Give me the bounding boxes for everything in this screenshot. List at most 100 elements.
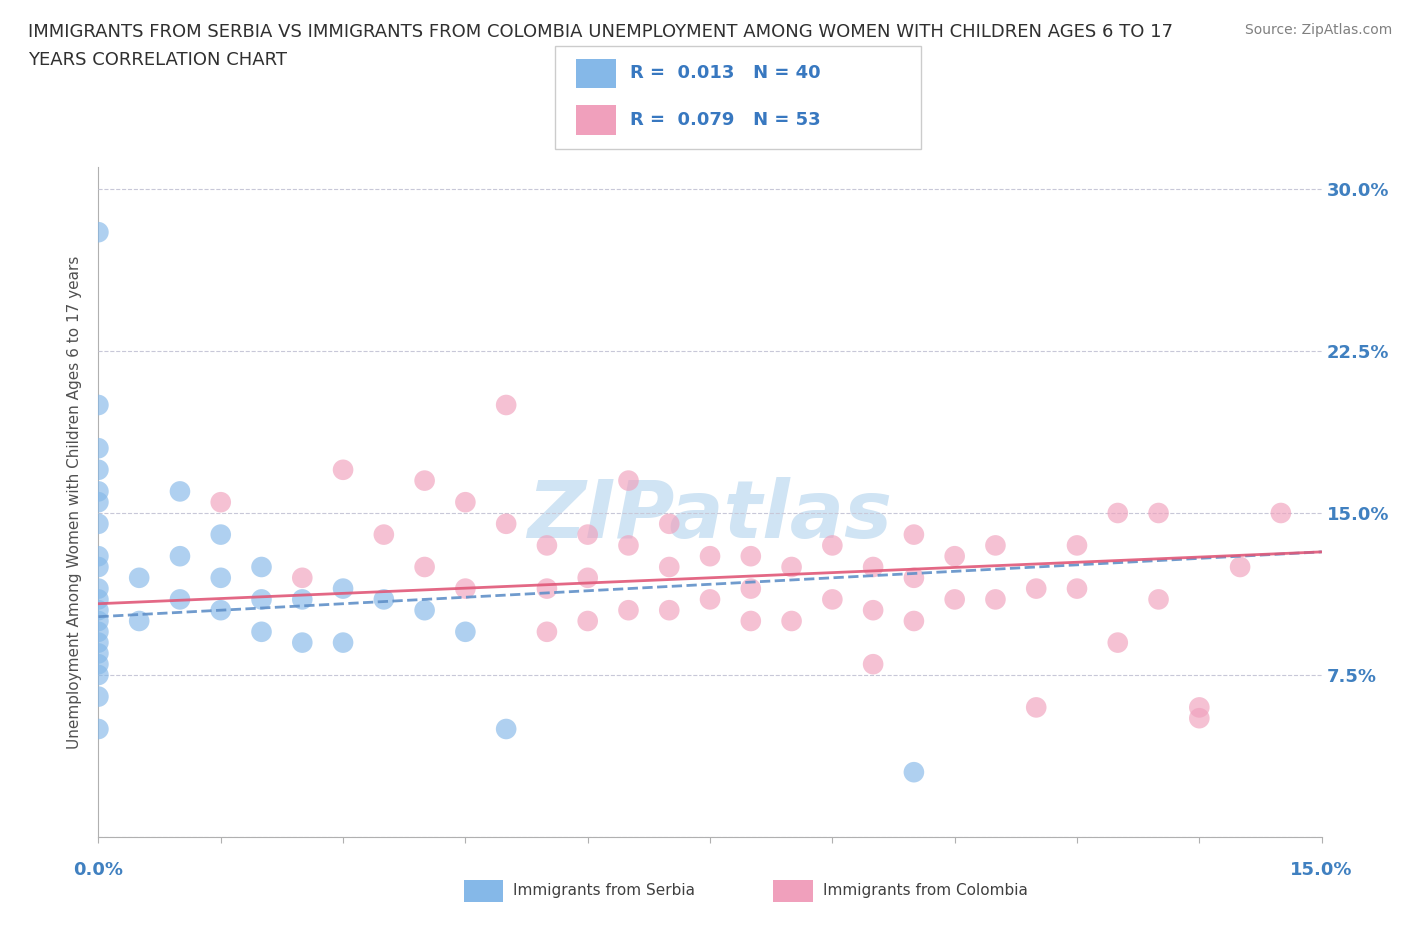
Point xyxy=(862,560,884,575)
Text: 0.0%: 0.0% xyxy=(73,860,124,879)
Point xyxy=(903,614,925,629)
Point xyxy=(984,592,1007,607)
Point xyxy=(699,549,721,564)
Point xyxy=(87,657,110,671)
Point xyxy=(862,603,884,618)
Point xyxy=(495,722,517,737)
Text: R =  0.013   N = 40: R = 0.013 N = 40 xyxy=(630,64,821,83)
Point xyxy=(209,495,232,510)
Point xyxy=(87,668,110,683)
Point xyxy=(373,527,395,542)
Point xyxy=(740,581,762,596)
Point xyxy=(250,592,273,607)
Point xyxy=(617,473,640,488)
Point xyxy=(1066,538,1088,552)
Text: Source: ZipAtlas.com: Source: ZipAtlas.com xyxy=(1244,23,1392,37)
Point xyxy=(1025,581,1047,596)
Point xyxy=(1107,635,1129,650)
Point xyxy=(658,560,681,575)
Point xyxy=(87,614,110,629)
Point xyxy=(903,764,925,779)
Point xyxy=(413,473,436,488)
Point xyxy=(128,614,150,629)
Point xyxy=(250,560,273,575)
Point xyxy=(740,614,762,629)
Point xyxy=(87,462,110,477)
Point xyxy=(291,592,314,607)
Point xyxy=(821,538,844,552)
Text: IMMIGRANTS FROM SERBIA VS IMMIGRANTS FROM COLOMBIA UNEMPLOYMENT AMONG WOMEN WITH: IMMIGRANTS FROM SERBIA VS IMMIGRANTS FRO… xyxy=(28,23,1173,41)
Point xyxy=(1229,560,1251,575)
Point xyxy=(576,570,599,585)
Point xyxy=(332,462,354,477)
Point xyxy=(1025,700,1047,715)
Point xyxy=(87,225,110,240)
Point xyxy=(1147,592,1170,607)
Point xyxy=(658,603,681,618)
Point xyxy=(1066,581,1088,596)
Point xyxy=(209,527,232,542)
Point xyxy=(291,570,314,585)
Point xyxy=(87,516,110,531)
Point xyxy=(87,560,110,575)
Point xyxy=(87,624,110,639)
Point xyxy=(87,397,110,412)
Text: Immigrants from Serbia: Immigrants from Serbia xyxy=(513,884,695,898)
Point xyxy=(984,538,1007,552)
Point xyxy=(1107,506,1129,521)
Point xyxy=(1270,506,1292,521)
Point xyxy=(209,570,232,585)
Point xyxy=(536,538,558,552)
Point xyxy=(780,614,803,629)
Point xyxy=(495,516,517,531)
Point xyxy=(291,635,314,650)
Point xyxy=(943,549,966,564)
Point xyxy=(87,441,110,456)
Text: ZIPatlas: ZIPatlas xyxy=(527,476,893,554)
Point xyxy=(617,538,640,552)
Text: YEARS CORRELATION CHART: YEARS CORRELATION CHART xyxy=(28,51,287,69)
Point xyxy=(413,603,436,618)
Point xyxy=(332,581,354,596)
Point xyxy=(576,614,599,629)
Point xyxy=(943,592,966,607)
Point xyxy=(617,603,640,618)
Point xyxy=(250,624,273,639)
Point xyxy=(658,516,681,531)
Point xyxy=(87,635,110,650)
Point xyxy=(454,624,477,639)
Point xyxy=(169,484,191,498)
Point xyxy=(1188,700,1211,715)
Point xyxy=(169,592,191,607)
Point xyxy=(821,592,844,607)
Text: R =  0.079   N = 53: R = 0.079 N = 53 xyxy=(630,111,821,129)
Point xyxy=(87,484,110,498)
Point xyxy=(780,560,803,575)
Point xyxy=(903,527,925,542)
Point xyxy=(454,581,477,596)
Point xyxy=(536,624,558,639)
Point xyxy=(862,657,884,671)
Point xyxy=(87,549,110,564)
Point xyxy=(576,527,599,542)
Point xyxy=(1188,711,1211,725)
Point xyxy=(87,646,110,661)
Point xyxy=(699,592,721,607)
Point xyxy=(332,635,354,650)
Text: Immigrants from Colombia: Immigrants from Colombia xyxy=(823,884,1028,898)
Point xyxy=(536,581,558,596)
Point xyxy=(87,495,110,510)
Point xyxy=(209,603,232,618)
Point xyxy=(128,570,150,585)
Point xyxy=(454,495,477,510)
Point xyxy=(87,581,110,596)
Y-axis label: Unemployment Among Women with Children Ages 6 to 17 years: Unemployment Among Women with Children A… xyxy=(67,256,83,749)
Point xyxy=(1147,506,1170,521)
Point xyxy=(740,549,762,564)
Point xyxy=(87,592,110,607)
Point xyxy=(373,592,395,607)
Point xyxy=(169,549,191,564)
Point xyxy=(903,570,925,585)
Point xyxy=(87,722,110,737)
Point xyxy=(87,689,110,704)
